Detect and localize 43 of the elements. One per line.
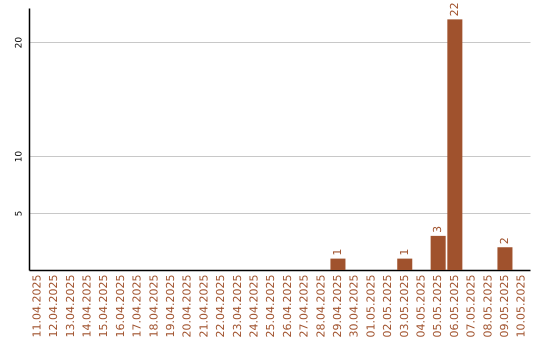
x-tick-label: 20.04.2025: [180, 274, 194, 338]
y-tick-label: 20: [14, 36, 24, 48]
bar: [447, 19, 462, 270]
data-label: 1: [330, 248, 344, 256]
x-tick-label: 09.05.2025: [498, 274, 511, 338]
x-tick-label: 13.04.2025: [64, 274, 77, 338]
x-tick-label: 04.05.2025: [414, 274, 428, 338]
y-tick-label: 10: [14, 150, 24, 162]
data-label: 3: [431, 226, 444, 233]
x-tick-label: 18.04.2025: [147, 274, 160, 338]
data-label: 22: [448, 2, 461, 16]
x-tick-label: 28.04.2025: [314, 274, 328, 338]
x-tick-label: 25.04.2025: [264, 274, 278, 338]
x-tick-label: 29.04.2025: [330, 274, 344, 338]
x-tick-label: 02.05.2025: [381, 274, 394, 338]
x-tick-label: 22.04.2025: [214, 274, 228, 338]
x-tick-label: 08.05.2025: [481, 274, 494, 338]
x-tick-label: 16.04.2025: [114, 274, 127, 338]
data-label: 2: [498, 237, 511, 244]
bar: [397, 258, 412, 270]
bar: [430, 236, 446, 270]
x-tick-label: 21.04.2025: [197, 274, 210, 338]
x-tick-label: 30.04.2025: [348, 274, 361, 338]
x-tick-label: 23.04.2025: [230, 274, 244, 338]
bar: [330, 258, 346, 270]
x-tick-label: 11.04.2025: [30, 274, 44, 338]
x-tick-label: 12.04.2025: [47, 274, 60, 338]
x-tick-label: 19.04.2025: [164, 274, 177, 338]
x-tick-label: 06.05.2025: [448, 274, 461, 338]
x-tick-label: 15.04.2025: [97, 274, 110, 338]
y-tick-label: 5: [14, 210, 24, 216]
x-tick-label: 27.04.2025: [298, 274, 311, 338]
x-tick-label: 03.05.2025: [398, 274, 411, 338]
x-tick-label: 17.04.2025: [130, 274, 144, 338]
bar: [497, 247, 512, 270]
x-tick-label: 07.05.2025: [464, 274, 478, 338]
x-tick-label: 14.04.2025: [80, 274, 94, 338]
x-tick-label: 24.04.2025: [247, 274, 260, 338]
x-tick-label: 01.05.2025: [364, 274, 378, 338]
x-tick-label: 26.04.2025: [280, 274, 294, 338]
x-tick-label: 10.05.2025: [514, 274, 528, 338]
x-tick-label: 05.05.2025: [431, 274, 444, 338]
data-label: 1: [398, 248, 411, 256]
